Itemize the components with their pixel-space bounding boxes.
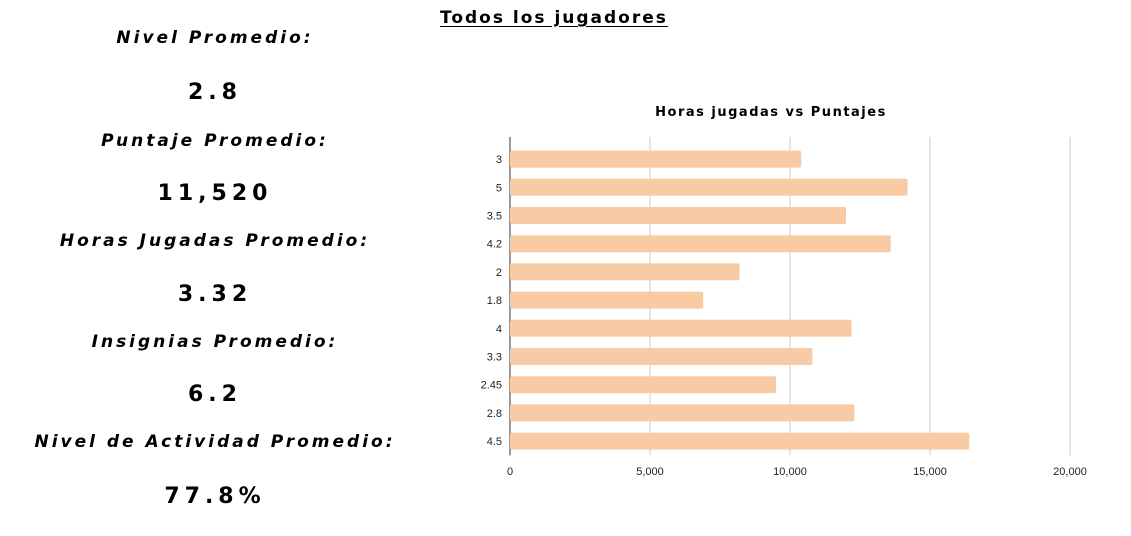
stat-label-actividad: Nivel de Actividad Promedio: xyxy=(34,432,396,452)
stat-value-actividad: 77.8% xyxy=(164,484,266,509)
stat-label-nivel: Nivel Promedio: xyxy=(116,28,314,48)
chart-svg: 3 5 3.5 4.2 2 1.8 4 3.3 2.45 2.8 4.5 0 5,000 10,000 15… xyxy=(481,137,1087,478)
category-label: 2 xyxy=(496,267,502,279)
x-tick-label: 15,000 xyxy=(913,466,947,478)
category-label: 3.5 xyxy=(487,211,502,223)
category-label: 3 xyxy=(496,154,502,166)
bar xyxy=(510,348,813,365)
stat-label-puntaje: Puntaje Promedio: xyxy=(101,131,329,151)
category-label: 4.5 xyxy=(487,436,502,448)
bar xyxy=(510,235,891,253)
bar xyxy=(510,263,740,281)
stats-panel: Nivel Promedio: 2.8 Puntaje Promedio: 11… xyxy=(0,0,430,536)
x-tick-label: 0 xyxy=(507,466,513,478)
x-tick-label: 20,000 xyxy=(1053,466,1087,478)
stat-value-insignias: 6.2 xyxy=(188,382,242,407)
stat-label-insignias: Insignias Promedio: xyxy=(91,332,339,352)
stat-value-horas: 3.32 xyxy=(177,282,253,307)
category-label: 1.8 xyxy=(487,295,502,307)
category-label: 4 xyxy=(496,323,502,335)
stat-value-puntaje: 11,520 xyxy=(157,181,273,206)
bar xyxy=(510,178,908,196)
bar xyxy=(510,432,970,450)
bar xyxy=(510,404,855,422)
bar-chart: Horas jugadas vs Puntajes 3 5 3.5 4.2 2 1.8 4 3… xyxy=(440,90,1131,510)
bar xyxy=(510,376,776,394)
category-label: 3.3 xyxy=(487,352,502,364)
stat-label-horas: Horas Jugadas Promedio: xyxy=(59,231,371,251)
x-tick-label: 10,000 xyxy=(773,466,807,478)
category-label: 5 xyxy=(496,182,502,194)
bar xyxy=(510,319,852,337)
stat-value-nivel: 2.8 xyxy=(188,80,242,105)
bar xyxy=(510,207,846,224)
category-label: 2.45 xyxy=(481,380,502,392)
bar xyxy=(510,291,704,309)
category-label: 2.8 xyxy=(487,408,502,420)
chart-title: Horas jugadas vs Puntajes xyxy=(655,105,887,120)
page-title: Todos los jugadores xyxy=(440,8,668,28)
category-label: 4.2 xyxy=(487,239,502,251)
x-tick-label: 5,000 xyxy=(636,466,664,478)
bar xyxy=(510,150,802,168)
